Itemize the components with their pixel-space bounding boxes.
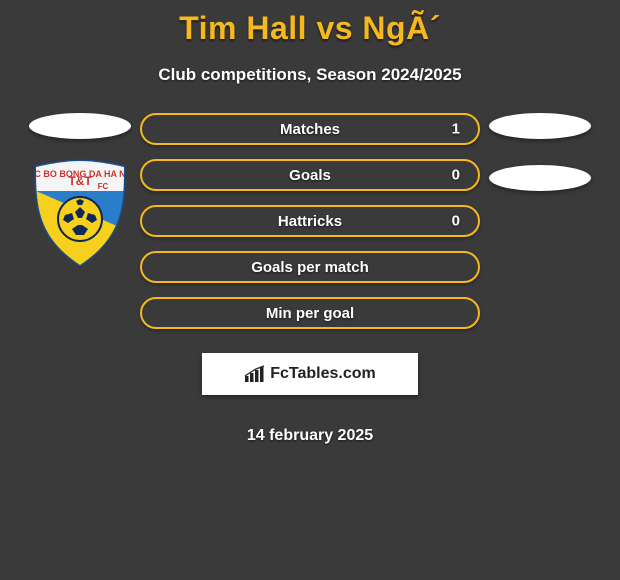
stat-label: Min per goal [266,305,354,322]
stat-label: Goals [289,167,331,184]
stat-value-right: 0 [452,167,460,184]
player-avatar-placeholder [489,113,591,139]
comparison-title: Tim Hall vs NgÃ´ [0,0,620,47]
badge-sub-text: FC [98,182,109,191]
club-badge-svg: C BO BONG DA HA N T&T FC [30,157,130,269]
chart-icon [244,365,266,383]
comparison-columns: C BO BONG DA HA N T&T FC Matches 1 Goals [0,113,620,445]
generated-date: 14 february 2025 [247,427,373,445]
stat-label: Hattricks [278,213,342,230]
stat-value-right: 1 [452,121,460,138]
stat-row-goals: Goals 0 [140,159,480,191]
source-logo-text: FcTables.com [270,365,376,383]
player-avatar-placeholder [29,113,131,139]
right-player-column [480,113,600,445]
left-player-column: C BO BONG DA HA N T&T FC [20,113,140,445]
badge-top-text: T&T [68,174,92,188]
source-logo: FcTables.com [244,365,376,383]
club-badge: C BO BONG DA HA N T&T FC [30,157,130,269]
comparison-subtitle: Club competitions, Season 2024/2025 [0,65,620,85]
stat-row-matches: Matches 1 [140,113,480,145]
stat-label: Matches [280,121,340,138]
stat-label: Goals per match [251,259,369,276]
stats-column: Matches 1 Goals 0 Hattricks 0 Goals per … [140,113,480,445]
stat-row-min-per-goal: Min per goal [140,297,480,329]
stat-row-hattricks: Hattricks 0 [140,205,480,237]
stat-row-goals-per-match: Goals per match [140,251,480,283]
player-avatar-placeholder [489,165,591,191]
source-logo-box: FcTables.com [202,353,418,395]
stat-value-right: 0 [452,213,460,230]
